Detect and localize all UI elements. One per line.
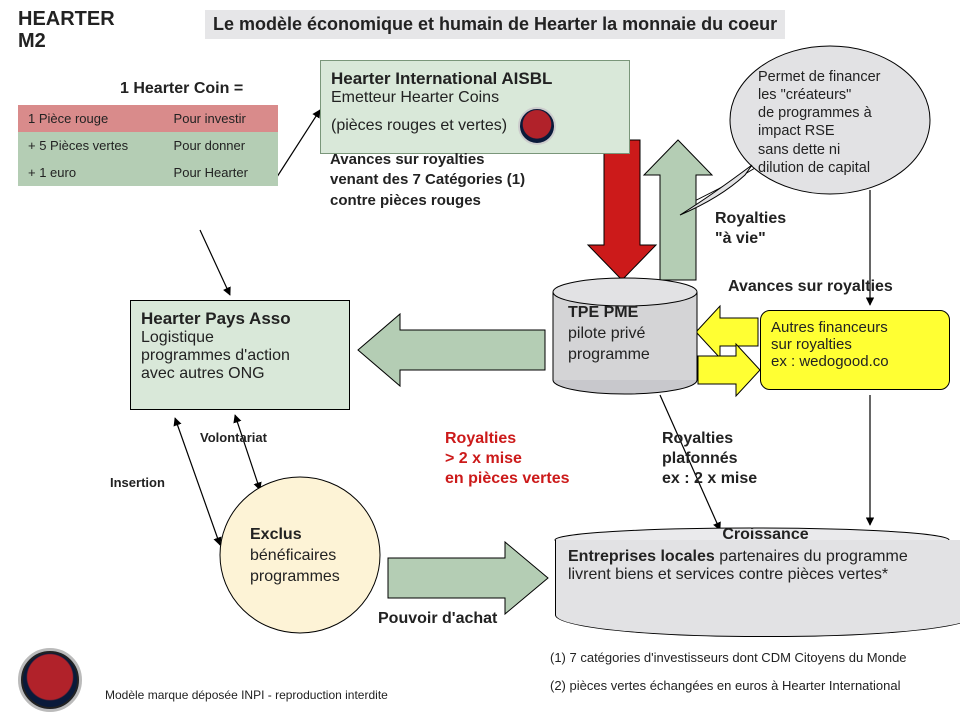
node-tpe: TPE PME pilote privé programme [568, 303, 650, 365]
ent-l1a: Entreprises locales [568, 548, 719, 565]
aisbl-sub1: Emetteur Hearter Coins [331, 89, 619, 107]
arrow-red-down [588, 140, 656, 280]
corner-title-1: HEARTER [18, 8, 115, 31]
footnote-2: (2) pièces vertes échangées en euros à H… [550, 678, 900, 693]
label-roy-green2: > 2 x mise [445, 450, 522, 468]
bubble-l5: sans dette ni [758, 141, 881, 159]
cell: + 1 euro [18, 159, 164, 186]
node-aisbl: Hearter International AISBL Emetteur Hea… [320, 60, 630, 154]
exclus-title: Exclus [250, 525, 340, 546]
label-roy-plaf1: Royalties [662, 430, 733, 448]
footnote-1: (1) 7 catégories d'investisseurs dont CD… [550, 650, 907, 665]
tpe-sub1: pilote privé [568, 324, 650, 345]
node-financeurs: Autres financeurs sur royalties ex : wed… [760, 310, 950, 390]
cell: Pour donner [164, 132, 278, 159]
arrow-yellow-right [698, 344, 760, 396]
hearter-logo-icon [18, 648, 82, 712]
label-royalties-vie2: "à vie" [715, 230, 766, 248]
label-roy-green1: Royalties [445, 430, 516, 448]
aisbl-title: Hearter International AISBL [331, 69, 619, 89]
table-row: + 1 euro Pour Hearter [18, 159, 278, 186]
tpe-title: TPE PME [568, 303, 650, 324]
exclus-sub1: bénéficaires [250, 546, 340, 567]
fin-l1: Autres financeurs [771, 319, 939, 336]
label-roy-green3: en pièces vertes [445, 470, 570, 488]
ent-l2: livrent biens et services contre pièces … [568, 566, 960, 584]
ent-l1b: partenaires du programme [719, 548, 908, 565]
ent-banner: Croissance [568, 526, 960, 544]
node-pays-asso: Hearter Pays Asso Logistique programmes … [130, 300, 350, 410]
page-title: Le modèle économique et humain de Hearte… [205, 10, 785, 39]
label-royalties-vie1: Royalties [715, 210, 786, 228]
table-row: 1 Pièce rouge Pour investir [18, 105, 278, 132]
corner-title-2: M2 [18, 30, 46, 53]
arrow-green-left [358, 314, 545, 386]
pays-title: Hearter Pays Asso [141, 309, 339, 329]
label-insertion: Insertion [110, 475, 165, 490]
cell: Pour investir [164, 105, 278, 132]
fin-l3: ex : wedogood.co [771, 353, 939, 370]
copyright: Modèle marque déposée INPI - reproductio… [105, 688, 388, 702]
cell: + 5 Pièces vertes [18, 132, 164, 159]
bubble-l2: les "créateurs" [758, 86, 881, 104]
node-entreprises: Croissance Entreprises locales partenair… [555, 540, 960, 637]
pays-sub1: Logistique [141, 329, 339, 347]
arrow-yellow-left [696, 306, 758, 358]
bubble-l4: impact RSE [758, 122, 881, 140]
hearter-badge-icon [518, 107, 556, 145]
label-avances-right: Avances sur royalties [728, 278, 893, 296]
label-volontariat: Volontariat [200, 430, 267, 445]
tpe-sub2: programme [568, 345, 650, 366]
pays-sub3: avec autres ONG [141, 365, 339, 383]
label-pouvoir: Pouvoir d'achat [378, 610, 497, 628]
label-roy-plaf2: plafonnés [662, 450, 738, 468]
bubble-l1: Permet de financer [758, 68, 881, 86]
cell: Pour Hearter [164, 159, 278, 186]
bubble-l3: de programmes à [758, 104, 881, 122]
cell: 1 Pièce rouge [18, 105, 164, 132]
fin-l2: sur royalties [771, 336, 939, 353]
arrow-green-right [388, 542, 548, 614]
bubble-l6: dilution de capital [758, 159, 881, 177]
exclus-sub2: programmes [250, 567, 340, 588]
coin-table: 1 Pièce rouge Pour investir + 5 Pièces v… [18, 105, 278, 186]
aisbl-sub2: (pièces rouges et vertes) [331, 117, 507, 135]
coin-caption: 1 Hearter Coin = [120, 80, 243, 98]
table-row: + 5 Pièces vertes Pour donner [18, 132, 278, 159]
arrow-green-up [644, 140, 712, 280]
label-roy-plaf3: ex : 2 x mise [662, 470, 757, 488]
bubble-text: Permet de financer les "créateurs" de pr… [758, 68, 881, 177]
node-exclus: Exclus bénéficaires programmes [250, 525, 340, 587]
pays-sub2: programmes d'action [141, 347, 339, 365]
label-avances-top: Avances sur royalties venant des 7 Catég… [330, 150, 525, 211]
